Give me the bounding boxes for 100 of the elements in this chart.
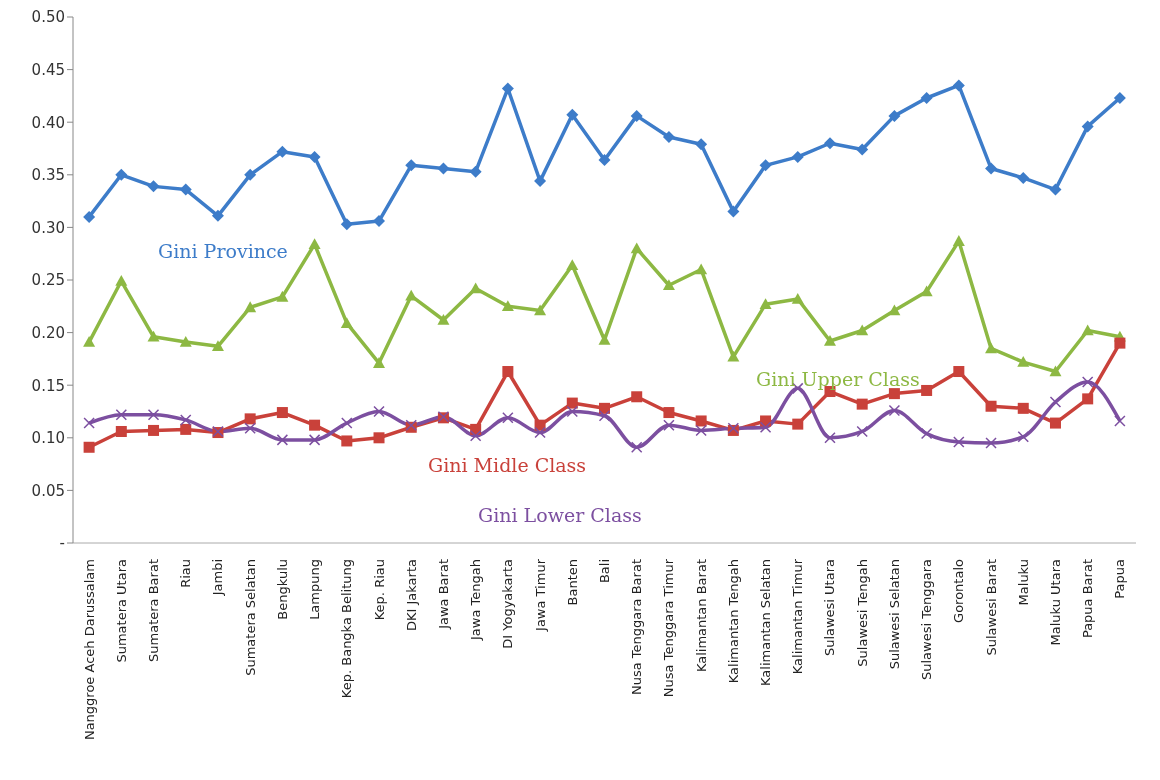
series-label: Gini Province (158, 240, 288, 262)
point (823, 335, 836, 346)
point (598, 409, 611, 422)
point (856, 425, 868, 438)
x-tick-label: Sumatera Selatan (242, 559, 258, 676)
point (985, 162, 998, 175)
point (211, 340, 224, 352)
y-tick-label: 0.20 (31, 323, 65, 342)
point (147, 180, 160, 193)
x-tick-label: Banten (564, 559, 580, 606)
x-tick-label: Nanggroe Aceh Darussalam (81, 559, 97, 741)
x-tick-label: Riau (178, 559, 194, 588)
point (759, 421, 772, 434)
point (180, 423, 192, 435)
point (985, 400, 997, 412)
point (115, 425, 127, 437)
point (1017, 356, 1030, 367)
y-tick-label: 0.10 (31, 429, 65, 448)
series-label: Gini Midle Class (428, 454, 587, 476)
point (308, 434, 321, 446)
point (953, 436, 965, 448)
x-tick-label: Gorontalo (951, 558, 967, 623)
x-tick-label: DKI Jakarta (403, 559, 419, 631)
point (888, 404, 901, 417)
point (115, 408, 128, 421)
point (888, 109, 901, 122)
x-tick-label: Maluku (1015, 559, 1031, 606)
point (276, 145, 289, 158)
point (630, 109, 643, 122)
x-tick-label: Jambi (210, 559, 226, 597)
point (920, 285, 933, 297)
point (340, 218, 353, 231)
x-tick-label: Sulawesi Tenggara (919, 559, 935, 680)
point (599, 402, 610, 414)
point (83, 336, 96, 347)
point (1017, 402, 1029, 414)
point (1114, 337, 1126, 349)
y-tick-label: 0.35 (31, 166, 65, 185)
point (244, 168, 257, 181)
point (1017, 431, 1030, 443)
point (83, 441, 95, 453)
point (308, 238, 321, 250)
point (534, 175, 547, 188)
point (469, 282, 482, 294)
point (759, 298, 772, 309)
point (1081, 120, 1094, 133)
point (179, 183, 192, 196)
point (373, 215, 386, 228)
point (662, 130, 675, 143)
y-tick-label: - (59, 534, 65, 553)
x-tick-label: DI Yogyakarta (500, 559, 516, 649)
y-tick-label: 0.05 (31, 481, 65, 500)
point (469, 429, 482, 442)
x-tick-label: Kep. Bangka Belitung (339, 559, 355, 699)
point (373, 432, 385, 444)
point (727, 350, 740, 362)
x-tick-label: Nusa Tenggara Barat (629, 559, 645, 696)
point (598, 154, 611, 167)
point (148, 424, 160, 436)
point (791, 292, 804, 304)
x-tick-label: Kalimantan Selatan (758, 559, 774, 686)
x-tick-label: Kalimantan Timur (790, 558, 806, 675)
point (630, 441, 643, 454)
point (695, 415, 707, 427)
point (952, 79, 965, 92)
point (663, 419, 675, 431)
point (501, 300, 514, 312)
x-tick-label: Kalimantan Barat (693, 559, 709, 673)
series-label: Gini Upper Class (756, 368, 920, 390)
point (244, 422, 256, 435)
point (888, 304, 901, 316)
point (115, 275, 128, 286)
point (501, 82, 514, 95)
point (1049, 365, 1062, 377)
point (276, 434, 289, 446)
x-tick-label: Bali (597, 559, 612, 584)
point (1113, 92, 1126, 104)
point (179, 336, 192, 347)
point (953, 366, 965, 378)
point (695, 138, 708, 151)
x-tick-label: Jawa Tengah (468, 559, 484, 641)
point (211, 209, 224, 222)
point (115, 168, 128, 181)
y-tick-label: 0.50 (31, 8, 65, 27)
text: Gini Lower Class (478, 504, 642, 526)
point (566, 405, 579, 418)
point (147, 330, 160, 342)
point (598, 333, 611, 345)
point (985, 342, 998, 354)
y-tick-label: 0.45 (31, 60, 65, 79)
x-tick-label: Jawa Barat (435, 559, 451, 630)
point (341, 435, 353, 447)
point (244, 301, 257, 313)
point (534, 426, 546, 439)
point (502, 366, 514, 378)
x-tick-label: Lampung (307, 559, 323, 620)
x-tick-label: Maluku Utara (1047, 559, 1063, 646)
x-tick-label: Jawa Timur (532, 558, 548, 632)
point (695, 263, 708, 275)
point (83, 417, 95, 429)
